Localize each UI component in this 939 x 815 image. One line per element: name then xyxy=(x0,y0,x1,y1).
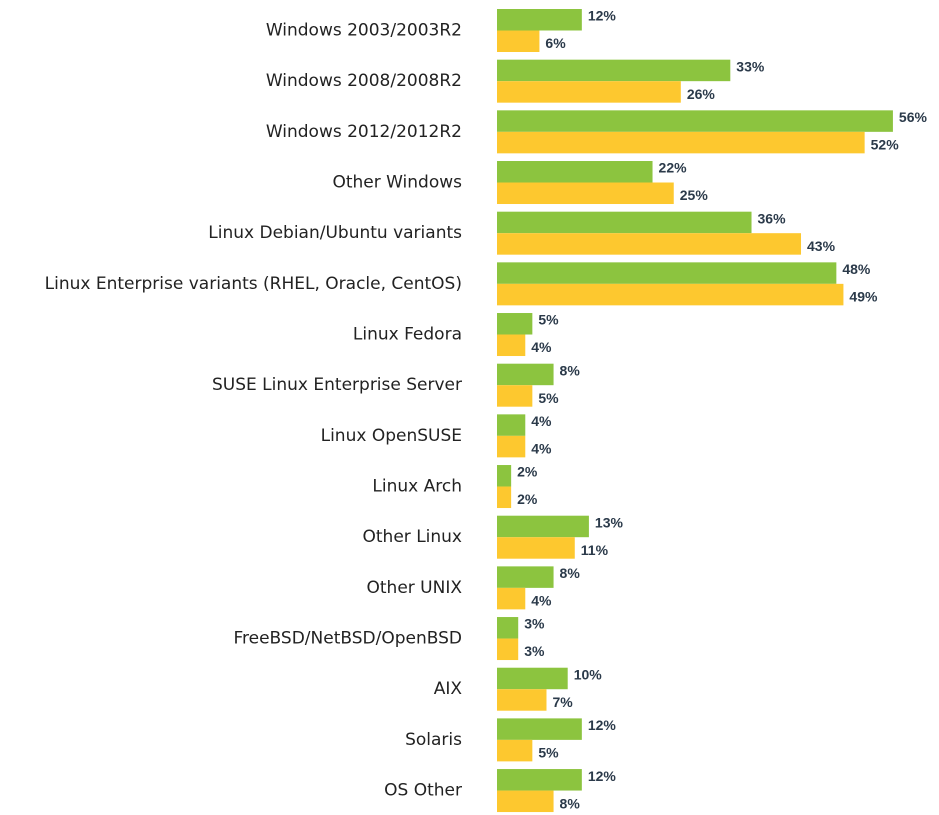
bar xyxy=(497,537,575,559)
bar xyxy=(497,617,519,639)
value-label: 26% xyxy=(687,86,716,102)
value-label: 56% xyxy=(899,109,928,125)
category-label: Linux OpenSUSE xyxy=(321,426,462,446)
bar xyxy=(497,283,844,306)
category-label: Linux Fedora xyxy=(353,325,462,345)
value-label: 4% xyxy=(531,441,552,457)
bar xyxy=(497,587,526,610)
bar xyxy=(497,689,547,711)
bar xyxy=(497,790,554,813)
value-label: 4% xyxy=(531,339,552,355)
value-label: 6% xyxy=(545,35,566,51)
category-label: Windows 2008/2008R2 xyxy=(266,71,462,91)
category-label: AIX xyxy=(434,679,463,699)
value-label: 3% xyxy=(524,616,545,632)
category-label: Other Linux xyxy=(363,527,462,547)
value-label: 33% xyxy=(736,58,765,74)
value-label: 10% xyxy=(574,666,603,682)
value-label: 12% xyxy=(588,8,617,24)
value-label: 5% xyxy=(538,390,559,406)
bar xyxy=(497,638,519,661)
bar xyxy=(497,81,681,103)
value-label: 52% xyxy=(871,137,900,153)
bar xyxy=(497,769,582,791)
value-label: 12% xyxy=(588,717,617,733)
category-label: Other UNIX xyxy=(367,578,463,598)
bar xyxy=(497,435,526,458)
bar xyxy=(497,385,533,407)
bar xyxy=(497,233,802,255)
category-label: Linux Enterprise variants (RHEL, Oracle,… xyxy=(45,274,462,294)
bar xyxy=(497,718,582,740)
bar xyxy=(497,313,533,335)
bar xyxy=(497,414,526,436)
value-label: 13% xyxy=(595,514,624,530)
category-label: Linux Debian/Ubuntu variants xyxy=(208,223,462,243)
value-label: 8% xyxy=(560,362,581,378)
category-label: Windows 2003/2003R2 xyxy=(266,21,462,41)
value-label: 43% xyxy=(807,238,836,254)
value-label: 36% xyxy=(758,210,787,226)
value-label: 2% xyxy=(517,491,538,507)
category-label: FreeBSD/NetBSD/OpenBSD xyxy=(233,629,462,649)
value-label: 3% xyxy=(524,643,545,659)
category-label: SUSE Linux Enterprise Server xyxy=(212,375,462,395)
value-label: 48% xyxy=(842,261,871,277)
bar xyxy=(497,30,540,52)
bar xyxy=(497,739,533,762)
value-label: 2% xyxy=(517,464,538,480)
category-label: OS Other xyxy=(384,781,462,801)
bar xyxy=(497,334,526,357)
value-label: 49% xyxy=(849,289,878,305)
category-label: Windows 2012/2012R2 xyxy=(266,122,462,142)
value-label: 8% xyxy=(560,565,581,581)
value-label: 4% xyxy=(531,593,552,609)
value-label: 12% xyxy=(588,768,617,784)
value-label: 4% xyxy=(531,413,552,429)
bar xyxy=(497,262,837,284)
bar xyxy=(497,566,554,588)
bar xyxy=(497,9,582,31)
bar xyxy=(497,667,568,690)
bar xyxy=(497,182,674,205)
bar xyxy=(497,161,653,183)
value-label: 7% xyxy=(552,694,573,710)
bar xyxy=(497,363,554,386)
value-label: 5% xyxy=(538,745,559,761)
category-label: Other Windows xyxy=(332,173,462,193)
value-label: 5% xyxy=(538,312,559,328)
bar xyxy=(497,110,893,132)
value-label: 22% xyxy=(659,160,688,176)
bar xyxy=(497,515,589,538)
value-label: 8% xyxy=(560,795,581,811)
category-label: Solaris xyxy=(405,730,462,750)
bar xyxy=(497,59,731,82)
bar xyxy=(497,131,865,154)
bar xyxy=(497,211,752,234)
value-label: 25% xyxy=(680,187,709,203)
category-label: Linux Arch xyxy=(372,477,462,497)
bar xyxy=(497,486,512,509)
bar xyxy=(497,465,512,487)
value-label: 11% xyxy=(581,542,609,558)
